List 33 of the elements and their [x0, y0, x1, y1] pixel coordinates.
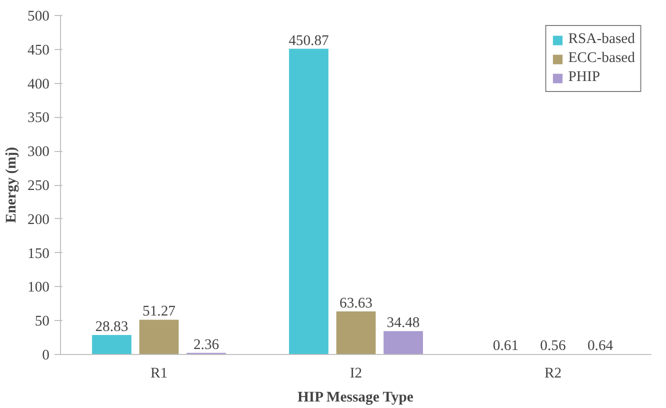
- data-label: 34.48: [386, 315, 420, 332]
- bar: [289, 48, 328, 354]
- data-label: 2.36: [193, 336, 220, 353]
- data-label: 0.61: [492, 338, 519, 354]
- y-tick-label: 50: [34, 314, 50, 330]
- data-label: 28.83: [95, 318, 128, 335]
- data-label: 63.63: [340, 295, 372, 312]
- data-label: 0.56: [540, 338, 566, 354]
- data-label: 51.27: [142, 304, 176, 320]
- y-tick-label: 250: [28, 178, 50, 194]
- legend-label: ECC-based: [568, 50, 635, 67]
- y-tick-label: 500: [28, 8, 50, 24]
- x-tick-label: R2: [544, 366, 562, 382]
- bar: [336, 311, 376, 354]
- y-tick-label: 150: [28, 246, 50, 262]
- x-tick-label: R1: [150, 366, 168, 382]
- y-tick-label: 300: [28, 144, 50, 160]
- y-tick-label: 100: [28, 280, 50, 296]
- y-axis-title: Energy (mj): [4, 146, 20, 224]
- x-axis-title: HIP Message Type: [298, 390, 414, 406]
- data-label: 450.87: [288, 32, 329, 49]
- y-tick-label: 350: [28, 110, 50, 126]
- bar: [139, 320, 179, 354]
- legend-label: PHIP: [568, 69, 600, 86]
- y-tick-label: 0: [42, 348, 50, 364]
- legend-label: RSA-based: [568, 31, 635, 48]
- bar: [92, 334, 132, 354]
- bar: [384, 331, 423, 354]
- y-tick-label: 450: [28, 42, 50, 58]
- y-tick-label: 400: [28, 76, 50, 92]
- data-label: 0.64: [587, 338, 614, 354]
- y-tick-label: 200: [28, 212, 50, 228]
- x-tick-label: I2: [350, 366, 362, 382]
